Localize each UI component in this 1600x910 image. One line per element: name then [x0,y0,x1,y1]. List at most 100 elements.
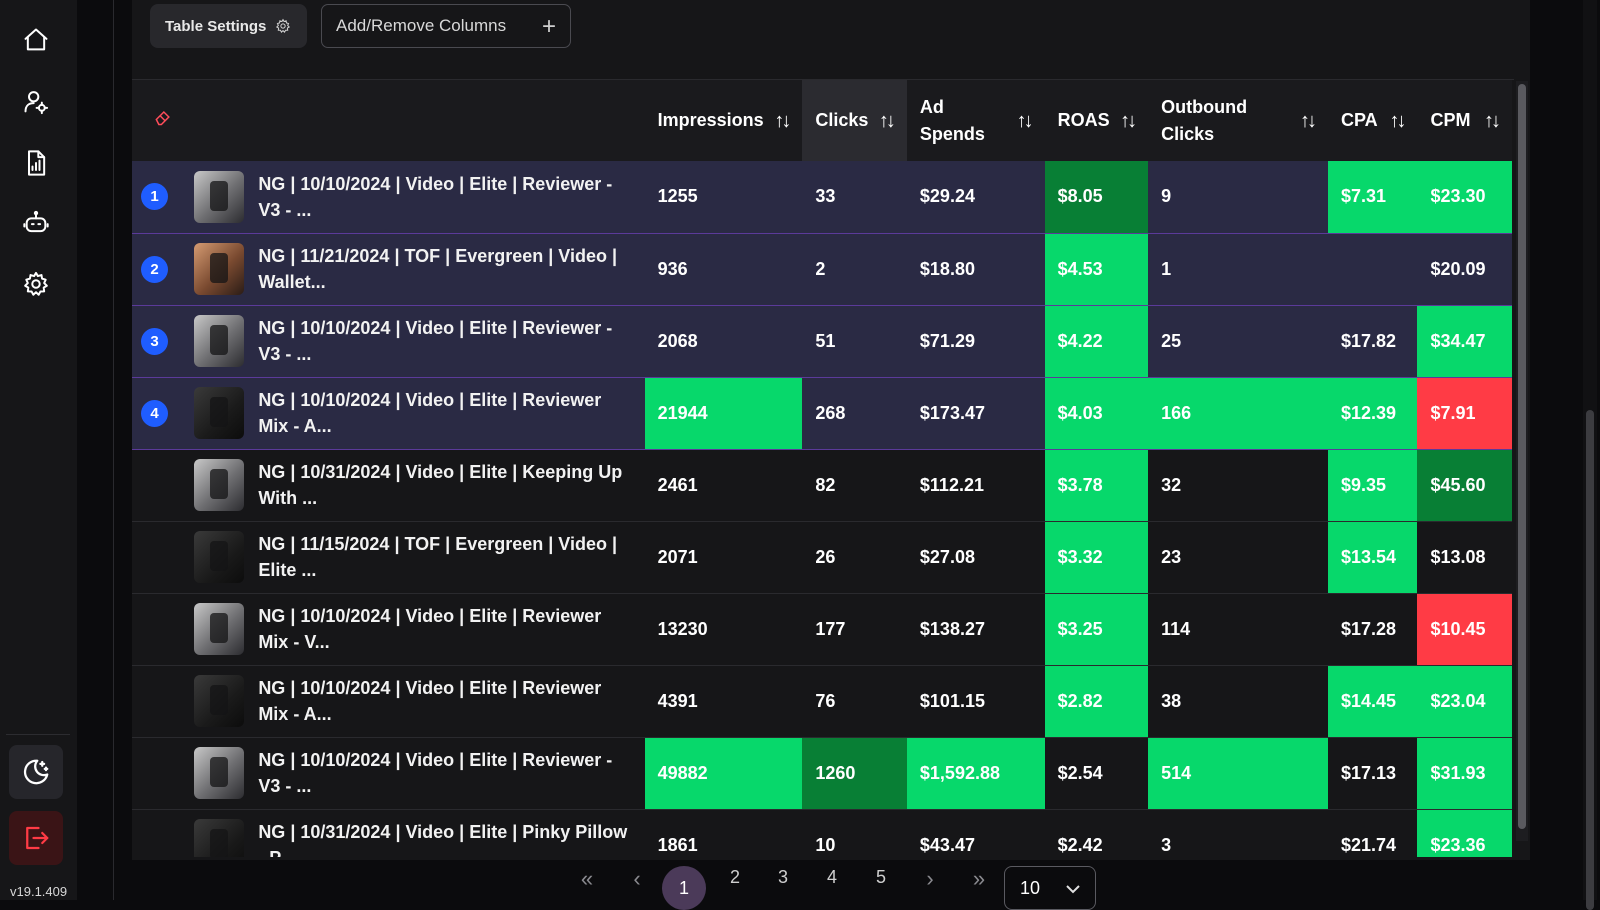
column-header-clicks[interactable]: Clicks ↑↓ [802,80,907,161]
ad-name-cell[interactable]: NG | 10/10/2024 | Video | Elite | Review… [194,161,645,234]
ad-name[interactable]: NG | 10/31/2024 | Video | Elite | Pinky … [258,822,628,857]
table-scrollbar-thumb[interactable] [1518,84,1526,829]
sort-icon[interactable]: ↑↓ [1120,110,1137,132]
ad-name[interactable]: NG | 10/10/2024 | Video | Elite | Review… [258,173,613,220]
header-label: Ad Spends [919,96,985,144]
rank-badge: 2 [141,255,168,283]
eraser-icon[interactable] [153,110,173,131]
spend-cell: $29.24 [906,161,1045,234]
page-button[interactable]: 5 [875,867,886,887]
sort-icon[interactable]: ↑↓ [1016,110,1034,132]
sort-icon[interactable]: ↑↓ [774,110,791,132]
home-icon[interactable] [20,24,52,56]
clicks-cell: 2 [802,233,907,306]
ad-thumbnail[interactable] [194,315,245,367]
page-button[interactable]: 2 [729,867,740,887]
ad-thumbnail[interactable] [194,459,245,511]
table-row[interactable]: NG | 10/31/2024 | Video | Elite | Keepin… [132,449,1512,522]
ad-thumbnail[interactable] [194,747,245,799]
ad-thumbnail[interactable] [194,603,245,655]
rank-cell [132,593,195,666]
prev-page-button[interactable]: ‹ [633,866,641,891]
user-settings-icon[interactable] [20,86,52,118]
ad-thumbnail[interactable] [194,675,245,727]
ad-name-cell[interactable]: NG | 10/10/2024 | Video | Elite | Review… [194,737,645,810]
spend-cell: $71.29 [906,305,1045,378]
table-row[interactable]: NG | 10/31/2024 | Video | Elite | Pinky … [132,809,1512,857]
table-row[interactable]: 2 NG | 11/21/2024 | TOF | Evergreen | Vi… [132,233,1512,306]
ad-name-cell[interactable]: NG | 10/31/2024 | Video | Elite | Pinky … [194,809,645,857]
header-label: CPA [1341,110,1378,130]
sort-icon[interactable]: ↑↓ [1389,110,1406,132]
report-icon[interactable] [20,147,52,179]
roas-cell: $4.22 [1044,305,1149,378]
next-page-button[interactable]: › [926,866,934,891]
table-row[interactable]: NG | 10/10/2024 | Video | Elite | Review… [132,593,1512,666]
last-page-button[interactable]: » [972,866,986,891]
column-header-roas[interactable]: ROAS ↑↓ [1044,80,1149,161]
ad-name[interactable]: NG | 10/31/2024 | Video | Elite | Keepin… [258,462,623,508]
cpa-cell: $21.74 [1328,809,1418,857]
column-header-impressions[interactable]: Impressions ↑↓ [644,80,803,161]
page-button[interactable]: 3 [777,867,788,887]
ad-name-cell[interactable]: NG | 10/31/2024 | Video | Elite | Keepin… [194,449,645,522]
table-row[interactable]: 1 NG | 10/10/2024 | Video | Elite | Revi… [132,161,1512,234]
frame-divider [113,0,114,900]
gear-icon[interactable] [20,268,52,300]
add-remove-columns-button[interactable]: Add/Remove Columns + [321,4,571,48]
ad-name-cell[interactable]: NG | 11/15/2024 | TOF | Evergreen | Vide… [194,521,645,594]
ad-name[interactable]: NG | 10/10/2024 | Video | Elite | Review… [258,678,602,724]
theme-toggle-button[interactable] [9,745,63,799]
page-number-current[interactable]: 1 [678,878,689,898]
cpm-cell: $45.60 [1417,449,1512,522]
clicks-cell: 33 [802,161,907,234]
ad-thumbnail[interactable] [194,819,245,857]
ad-name-cell[interactable]: NG | 10/10/2024 | Video | Elite | Review… [194,305,645,378]
ad-thumbnail[interactable] [194,243,245,295]
column-header-ad-spends[interactable]: Ad Spends ↑↓ [906,80,1045,161]
ad-name-cell[interactable]: NG | 11/21/2024 | TOF | Evergreen | Vide… [194,233,645,306]
table-row[interactable]: NG | 11/15/2024 | TOF | Evergreen | Vide… [132,521,1512,594]
column-header-outbound-clicks[interactable]: Outbound Clicks ↑↓ [1148,80,1329,161]
spend-cell: $138.27 [906,593,1045,666]
ad-thumbnail[interactable] [194,170,245,223]
column-header-cpa[interactable]: CPA ↑↓ [1328,80,1418,161]
ad-name[interactable]: NG | 10/10/2024 | Video | Elite | Review… [258,318,613,364]
page-button[interactable]: 4 [826,867,837,887]
ad-name-cell[interactable]: NG | 10/10/2024 | Video | Elite | Review… [194,665,645,738]
ad-thumbnail[interactable] [194,531,245,583]
ad-name[interactable]: NG | 10/10/2024 | Video | Elite | Review… [258,606,602,652]
rank-badge: 1 [141,183,168,211]
ad-name[interactable]: NG | 11/15/2024 | TOF | Evergreen | Vide… [258,534,617,580]
ad-thumbnail[interactable] [194,387,245,439]
ad-name-cell[interactable]: NG | 10/10/2024 | Video | Elite | Review… [194,377,645,450]
table-row[interactable]: NG | 10/10/2024 | Video | Elite | Review… [132,737,1512,810]
ad-name[interactable]: NG | 10/10/2024 | Video | Elite | Review… [258,390,602,436]
cpm-cell: $23.36 [1417,809,1512,857]
robot-icon[interactable] [20,207,52,239]
version-label: v19.1.409 [10,884,68,899]
outbound-clicks-cell: 23 [1148,521,1329,594]
sort-icon[interactable]: ↑↓ [878,110,896,132]
impressions-cell: 936 [644,233,803,306]
cpa-cell: $12.39 [1328,377,1418,450]
ad-name-cell[interactable]: NG | 10/10/2024 | Video | Elite | Review… [194,593,645,666]
sort-icon[interactable]: ↑↓ [1484,110,1501,132]
rank-badge: 4 [141,399,168,427]
table-row[interactable]: 4 NG | 10/10/2024 | Video | Elite | Revi… [132,377,1512,450]
table-settings-button[interactable]: Table Settings [150,4,307,48]
impressions-cell: 4391 [644,665,803,738]
header-label: ROAS [1057,110,1110,130]
column-header-cpm[interactable]: CPM ↑↓ [1417,80,1512,161]
page-scrollbar-thumb[interactable] [1586,410,1594,910]
page-size-select[interactable]: 10 [1004,866,1096,910]
first-page-button[interactable]: « [580,866,594,891]
ad-name[interactable]: NG | 11/21/2024 | TOF | Evergreen | Vide… [258,246,617,292]
sort-icon[interactable]: ↑↓ [1300,110,1317,132]
clear-sort-cell[interactable] [132,80,195,161]
roas-cell: $3.78 [1044,449,1149,522]
ad-name[interactable]: NG | 10/10/2024 | Video | Elite | Review… [258,750,613,796]
table-row[interactable]: 3 NG | 10/10/2024 | Video | Elite | Revi… [132,305,1512,378]
logout-button[interactable] [9,811,63,865]
table-row[interactable]: NG | 10/10/2024 | Video | Elite | Review… [132,665,1512,738]
